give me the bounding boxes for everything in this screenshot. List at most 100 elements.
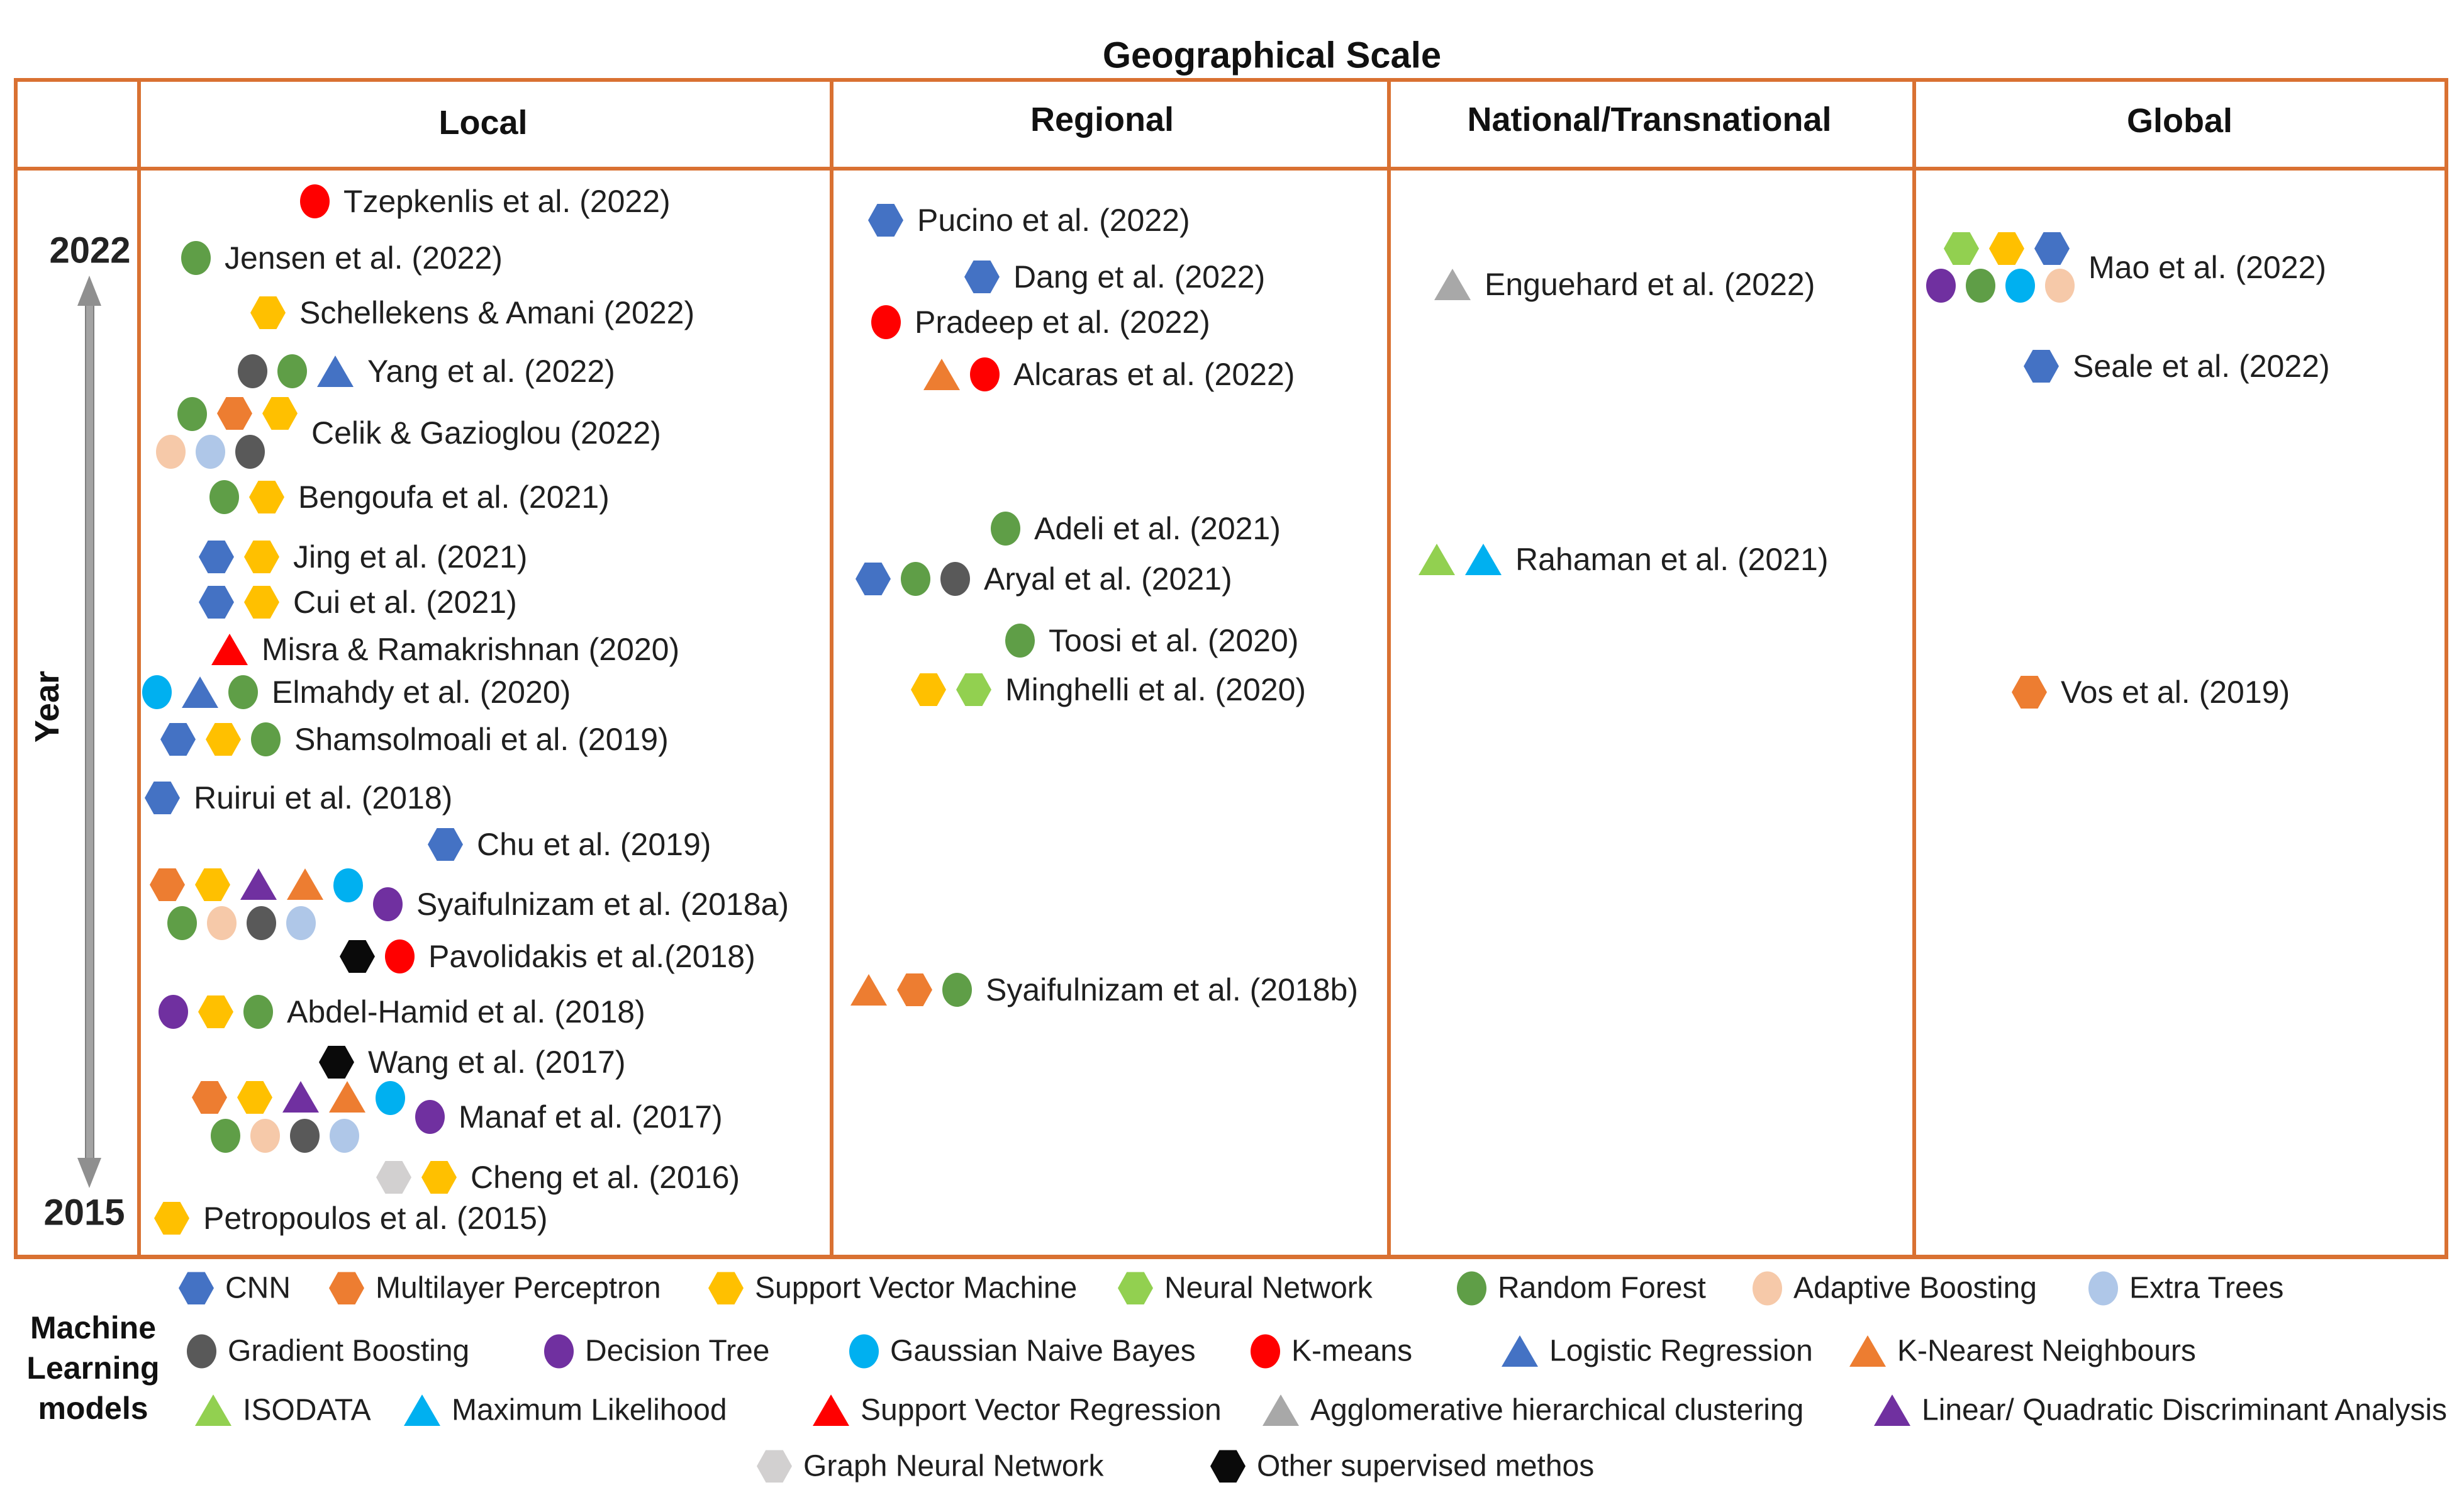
marker-cluster [150, 868, 363, 940]
study-entry: Minghelli et al. (2020) [911, 671, 1306, 708]
study-entry: Jensen et al. (2022) [181, 240, 503, 276]
legend-item: Graph Neural Network [757, 1449, 1104, 1484]
linear-quadratic-discriminant-analysis-marker-icon [282, 1081, 319, 1113]
k-means-marker-icon [1251, 1334, 1280, 1368]
study-label: Adeli et al. (2021) [1034, 511, 1281, 546]
study-label: Aryal et al. (2021) [984, 561, 1232, 597]
k-nearest-neighbours-marker-icon [850, 974, 887, 1006]
study-label: Toosi et al. (2020) [1049, 623, 1299, 658]
table-border-yearcol [137, 78, 141, 1259]
random-forest-marker-icon [1966, 269, 1995, 303]
multilayer-perceptron-marker-icon [150, 868, 185, 901]
k-nearest-neighbours-marker-icon [329, 1081, 365, 1113]
study-label: Tzepkenlis et al. (2022) [343, 184, 671, 219]
random-forest-marker-icon [251, 722, 281, 756]
gradient-boosting-marker-icon [235, 435, 265, 469]
study-entry: Cheng et al. (2016) [376, 1159, 740, 1196]
support-vector-machine-marker-icon [237, 1081, 272, 1114]
maximum-likelihood-marker-icon [404, 1394, 440, 1426]
study-label: Enguehard et al. (2022) [1485, 267, 1815, 302]
random-forest-marker-icon [211, 1119, 240, 1153]
linear-quadratic-discriminant-analysis-marker-icon [1874, 1394, 1910, 1426]
cnn-marker-icon [199, 586, 234, 619]
study-label: Syaifulnizam et al. (2018b) [986, 972, 1358, 1007]
study-entry: Enguehard et al. (2022) [1434, 266, 1815, 303]
cnn-marker-icon [145, 782, 180, 814]
logistic-regression-marker-icon [1502, 1335, 1538, 1367]
legend-label: K-means [1291, 1334, 1413, 1368]
study-label: Dang et al. (2022) [1013, 259, 1266, 294]
legend-label: ISODATA [243, 1393, 371, 1427]
support-vector-machine-marker-icon [421, 1161, 457, 1194]
other-supervised-methods-marker-icon [1210, 1450, 1246, 1483]
study-label: Bengoufa et al. (2021) [298, 479, 610, 515]
random-forest-marker-icon [243, 995, 273, 1029]
random-forest-marker-icon [177, 397, 207, 431]
support-vector-machine-marker-icon [708, 1272, 744, 1304]
study-label: Wang et al. (2017) [368, 1045, 626, 1080]
cnn-marker-icon [2024, 350, 2059, 383]
legend-item: K-Nearest Neighbours [1849, 1334, 2196, 1369]
table-border-header-separator [14, 167, 2448, 171]
random-forest-marker-icon [167, 906, 197, 940]
study-entry: Abdel-Hamid et al. (2018) [159, 994, 645, 1030]
arrow-shaft [84, 306, 94, 1158]
legend-label: Multilayer Perceptron [376, 1271, 661, 1305]
graph-neural-network-marker-icon [757, 1450, 792, 1483]
study-entry: Dang et al. (2022) [964, 259, 1265, 295]
study-entry: Seale et al. (2022) [2024, 348, 2330, 384]
multilayer-perceptron-marker-icon [329, 1272, 364, 1304]
legend-label: CNN [225, 1271, 291, 1305]
study-label: Pucino et al. (2022) [917, 203, 1190, 238]
extra-trees-marker-icon [2088, 1271, 2118, 1305]
legend-label: Other supervised methos [1257, 1449, 1595, 1483]
study-entry: Cui et al. (2021) [199, 584, 517, 620]
study-label: Cui et al. (2021) [293, 585, 517, 620]
study-label: Cheng et al. (2016) [471, 1160, 740, 1195]
table-border-national-global [1912, 78, 1916, 1259]
random-forest-marker-icon [901, 562, 930, 596]
year-top-label: 2022 [49, 230, 131, 271]
legend-item: K-means [1251, 1334, 1412, 1369]
adaptive-boosting-marker-icon [207, 906, 237, 940]
legend-item: Support Vector Machine [708, 1271, 1077, 1306]
support-vector-machine-marker-icon [244, 586, 279, 619]
decision-tree-marker-icon [1926, 269, 1956, 303]
cnn-marker-icon [428, 828, 463, 861]
support-vector-regression-marker-icon [211, 634, 248, 665]
table-border-left [14, 78, 18, 1259]
multilayer-perceptron-marker-icon [897, 973, 932, 1006]
legend-label: K-Nearest Neighbours [1897, 1334, 2196, 1368]
marker-row [1926, 269, 2075, 303]
decision-tree-marker-icon [415, 1100, 445, 1134]
cnn-marker-icon [964, 261, 1000, 293]
study-label: Chu et al. (2019) [477, 827, 711, 862]
year-axis-label: Year [28, 670, 66, 743]
study-entry: Pucino et al. (2022) [868, 202, 1190, 238]
cnn-marker-icon [856, 563, 891, 595]
support-vector-machine-marker-icon [1989, 232, 2024, 265]
arrow-down-head-icon [77, 1158, 101, 1188]
legend-label: Support Vector Machine [755, 1271, 1078, 1305]
isodata-marker-icon [1419, 544, 1455, 575]
extra-trees-marker-icon [286, 906, 316, 940]
legend-item: Gaussian Naive Bayes [849, 1334, 1196, 1369]
legend-item: Random Forest [1457, 1271, 1706, 1306]
marker-row [156, 435, 298, 469]
logistic-regression-marker-icon [317, 356, 354, 387]
legend-label: Graph Neural Network [803, 1449, 1104, 1483]
support-vector-regression-marker-icon [813, 1394, 849, 1426]
neural-network-marker-icon [1944, 232, 1979, 265]
study-label: Seale et al. (2022) [2073, 349, 2330, 384]
agglomerative-hierarchical-clustering-marker-icon [1434, 269, 1471, 300]
legend-item: Adaptive Boosting [1753, 1271, 2037, 1306]
support-vector-machine-marker-icon [195, 868, 230, 901]
column-header-national: National/Transnational [1467, 101, 1832, 138]
legend-item: Multilayer Perceptron [329, 1271, 661, 1306]
multilayer-perceptron-marker-icon [217, 397, 252, 430]
legend-label: Agglomerative hierarchical clustering [1310, 1393, 1804, 1427]
support-vector-machine-marker-icon [244, 541, 279, 573]
marker-cluster [1926, 232, 2075, 303]
study-entry: Elmahdy et al. (2020) [142, 674, 571, 710]
